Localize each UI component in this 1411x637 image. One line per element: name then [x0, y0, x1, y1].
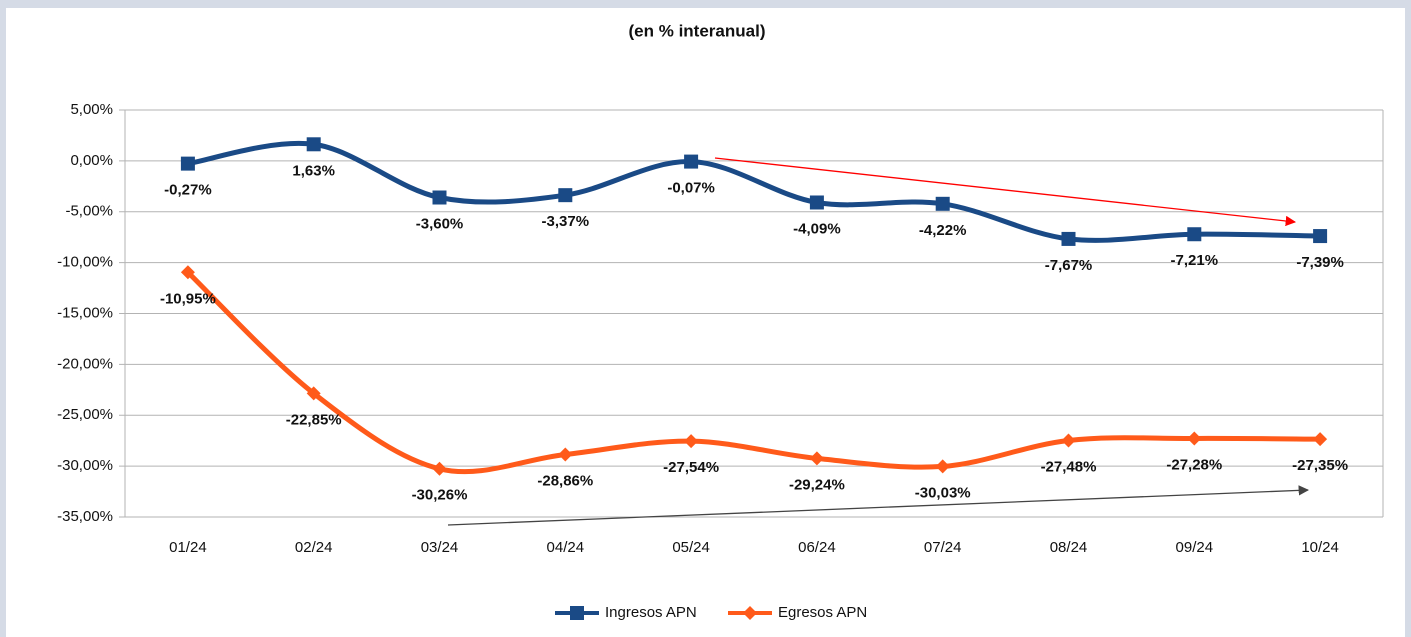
data-label: -0,07%	[667, 180, 715, 197]
point	[1061, 433, 1076, 448]
data-label: -4,22%	[919, 222, 967, 239]
point	[306, 137, 321, 152]
x-tick-label: 05/24	[672, 539, 710, 556]
data-label: -7,39%	[1296, 254, 1344, 271]
point	[558, 188, 573, 203]
data-label: -0,27%	[164, 182, 212, 199]
data-label: -7,67%	[1045, 257, 1093, 274]
point	[1313, 432, 1328, 447]
data-label: -22,85%	[286, 411, 342, 428]
x-tick-label: 03/24	[421, 539, 459, 556]
point	[809, 451, 824, 466]
point	[684, 154, 699, 169]
y-tick-label: 0,00%	[70, 152, 113, 169]
point	[432, 190, 447, 205]
legend-marker	[570, 606, 584, 620]
y-tick-label: -35,00%	[57, 508, 113, 525]
x-tick-label: 08/24	[1050, 539, 1088, 556]
trend-arrow	[714, 157, 1297, 227]
x-tick-label: 10/24	[1301, 539, 1339, 556]
data-label: -29,24%	[789, 476, 845, 493]
x-tick-label: 09/24	[1176, 539, 1214, 556]
series-line	[186, 270, 1321, 475]
series-line	[187, 140, 1321, 243]
point	[180, 156, 195, 171]
data-label: -3,60%	[416, 215, 464, 232]
x-tick-label: 02/24	[295, 539, 333, 556]
legend-label: Egresos APN	[778, 604, 867, 621]
data-label: -28,86%	[537, 472, 593, 489]
y-tick-label: -25,00%	[57, 406, 113, 423]
data-label: -7,21%	[1171, 252, 1219, 269]
x-tick-label: 04/24	[547, 539, 585, 556]
data-label: -27,35%	[1292, 457, 1348, 474]
data-label: -27,48%	[1041, 458, 1097, 475]
data-label: -4,09%	[793, 220, 841, 237]
data-label: -10,95%	[160, 290, 216, 307]
point	[684, 434, 699, 449]
legend-label: Ingresos APN	[605, 604, 697, 621]
y-tick-label: -5,00%	[65, 203, 113, 220]
point	[809, 195, 824, 210]
data-label: -3,37%	[542, 213, 590, 230]
point	[1313, 229, 1328, 244]
data-label: -30,26%	[412, 487, 468, 504]
y-tick-label: -10,00%	[57, 254, 113, 271]
point	[1061, 231, 1076, 246]
data-label: -30,03%	[915, 484, 971, 501]
point	[935, 459, 950, 474]
point	[935, 196, 950, 211]
x-tick-label: 01/24	[169, 539, 207, 556]
x-tick-label: 07/24	[924, 539, 962, 556]
x-tick-label: 06/24	[798, 539, 836, 556]
y-tick-label: -30,00%	[57, 457, 113, 474]
plot-area: 5,00% 0,00% -5,00% -10,00% -15,00% -20,00% -25…	[57, 101, 1384, 621]
legend-marker	[743, 606, 757, 620]
y-tick-label: 5,00%	[70, 101, 113, 118]
point	[180, 265, 195, 280]
point	[1187, 431, 1202, 446]
chart-title: (en % interanual)	[629, 21, 766, 40]
y-tick-label: -20,00%	[57, 355, 113, 372]
point	[306, 386, 321, 401]
point	[1187, 227, 1202, 242]
y-tick-label: -15,00%	[57, 304, 113, 321]
data-label: -27,28%	[1166, 456, 1222, 473]
trend-arrow	[447, 485, 1310, 526]
point	[432, 461, 447, 476]
data-label: -27,54%	[663, 459, 719, 476]
point	[558, 447, 573, 462]
data-label: 1,63%	[292, 162, 335, 179]
